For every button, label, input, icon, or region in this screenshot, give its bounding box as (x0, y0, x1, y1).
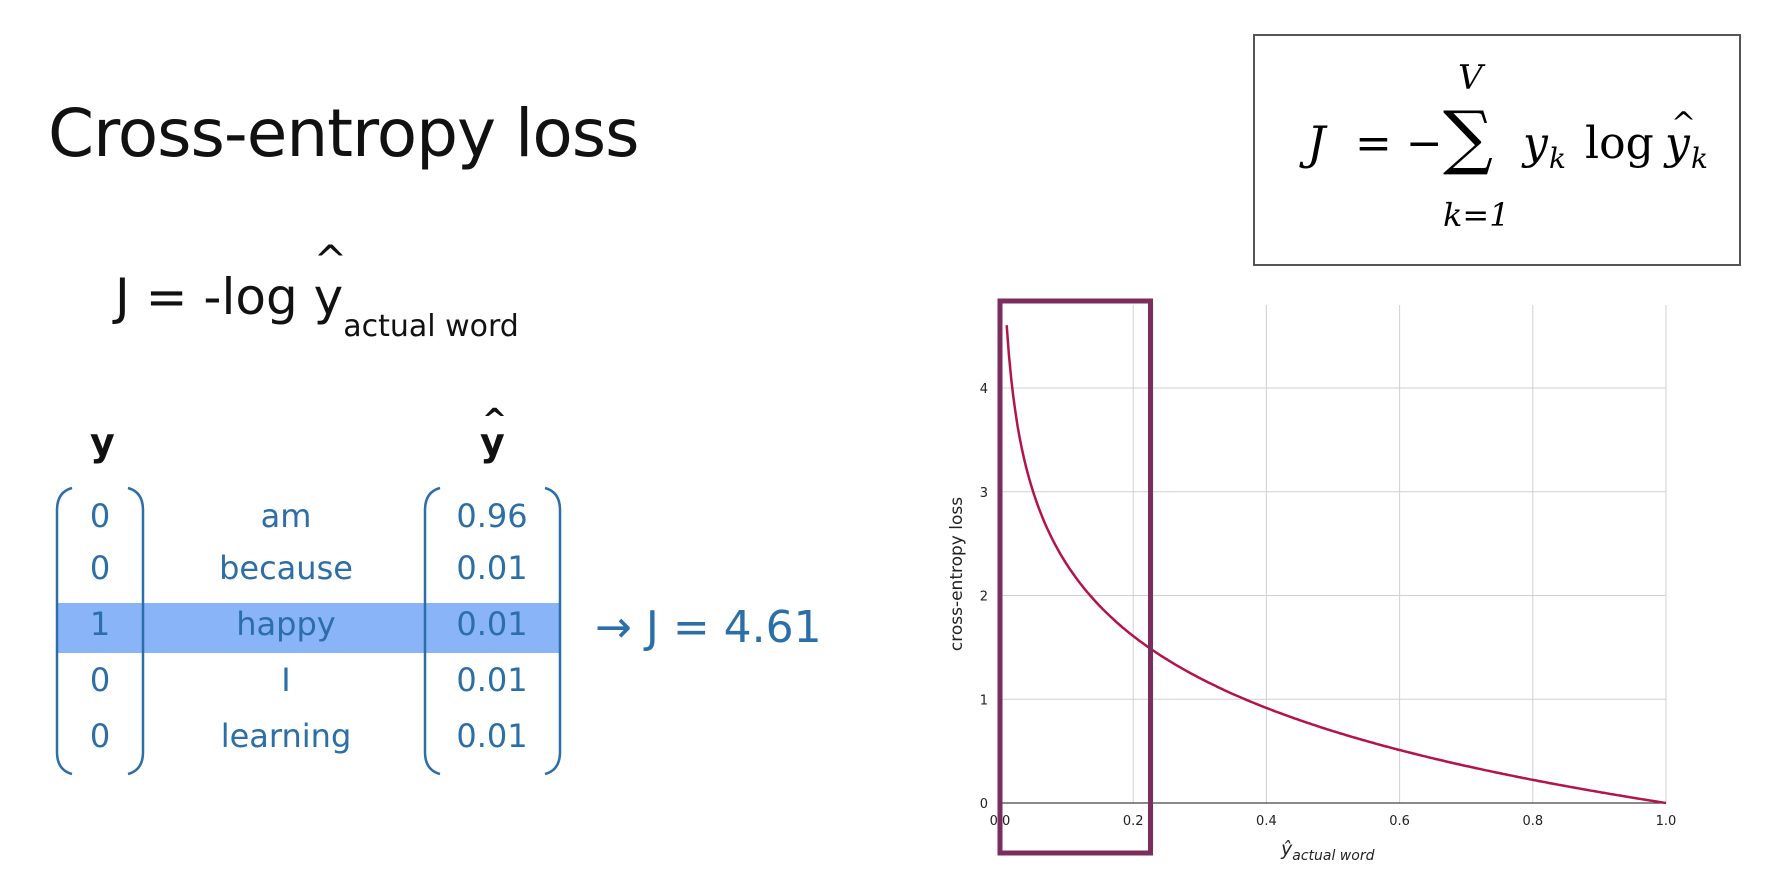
y-column-header: y (90, 420, 115, 464)
x-axis-label: ŷactual word (1280, 838, 1375, 864)
yhat-left-bracket (423, 486, 441, 776)
x-axis-label-main: ŷ (1280, 838, 1293, 860)
x-tick-label: 0.2 (1123, 814, 1144, 829)
yhat-column-header: y (480, 420, 505, 464)
y-left-bracket (55, 486, 73, 776)
word-cell: am (260, 497, 312, 535)
slide-title: Cross-entropy loss (48, 95, 640, 172)
x-axis-label-sub: actual word (1292, 848, 1374, 864)
y-cell: 0 (89, 497, 111, 535)
x-tick-label: 0.4 (1256, 814, 1277, 829)
formula-y: y (1523, 118, 1548, 169)
formula-yhat: y (1665, 118, 1690, 169)
formula-equals: = − (1355, 118, 1443, 169)
x-tick-label: 1.0 (1656, 814, 1677, 829)
word-cell: learning (220, 717, 352, 755)
simple-formula-y: y (313, 268, 344, 326)
y-cell: 0 (89, 717, 111, 755)
formula-upper-limit: V (1458, 58, 1483, 98)
y-cell: 0 (89, 549, 111, 587)
formula-sub-k: k (1549, 142, 1566, 175)
simple-formula-main: J = -log (115, 268, 314, 326)
formula-J: J (1307, 116, 1326, 170)
formula-lower-limit: k=1 (1443, 196, 1510, 234)
x-tick-label: 0.8 (1522, 814, 1543, 829)
y-axis-label: cross-entropy loss (947, 497, 967, 651)
loss-curve (1005, 325, 1667, 805)
y-right-bracket (127, 486, 145, 776)
word-cell: happy (236, 605, 336, 643)
yhat-cell: 0.01 (456, 661, 528, 699)
simple-formula-subscript: actual word (343, 309, 519, 344)
y-tick-label: 2 (980, 590, 988, 605)
highlighted-row (58, 603, 560, 653)
y-cell: 0 (89, 661, 111, 699)
formula-hat: ^ (1671, 106, 1697, 141)
y-tick-label: 4 (980, 382, 988, 397)
chart-grid (999, 305, 1667, 804)
x-tick-label: 0.6 (1389, 814, 1410, 829)
y-tick-label: 0 (980, 797, 988, 812)
y-tick-label: 1 (980, 693, 988, 708)
formula-sum-symbol: ∑ (1443, 96, 1493, 178)
word-cell: because (219, 549, 353, 587)
yhat-right-bracket (544, 486, 562, 776)
yhat-cell: 0.01 (456, 717, 528, 755)
simple-formula-hat: ^ (313, 238, 348, 284)
highlight-region-box (997, 298, 1154, 856)
yhat-cell: 0.01 (456, 605, 528, 643)
loss-result: → J = 4.61 (595, 602, 822, 653)
chart-axes (999, 305, 1666, 804)
formula-sub-k2: k (1691, 142, 1708, 175)
formula-log: log (1585, 118, 1654, 169)
simple-formula: J = -log y ^ actual word (115, 238, 519, 344)
yhat-header-hat: ^ (482, 403, 508, 438)
yhat-cell: 0.96 (456, 497, 528, 535)
word-cell: I (281, 661, 291, 699)
summation-formula-box: J = − V ∑ k=1 y k log y ^ k (1253, 34, 1741, 266)
yhat-cell: 0.01 (456, 549, 528, 587)
y-cell: 1 (89, 605, 111, 643)
y-tick-label: 3 (980, 486, 988, 501)
